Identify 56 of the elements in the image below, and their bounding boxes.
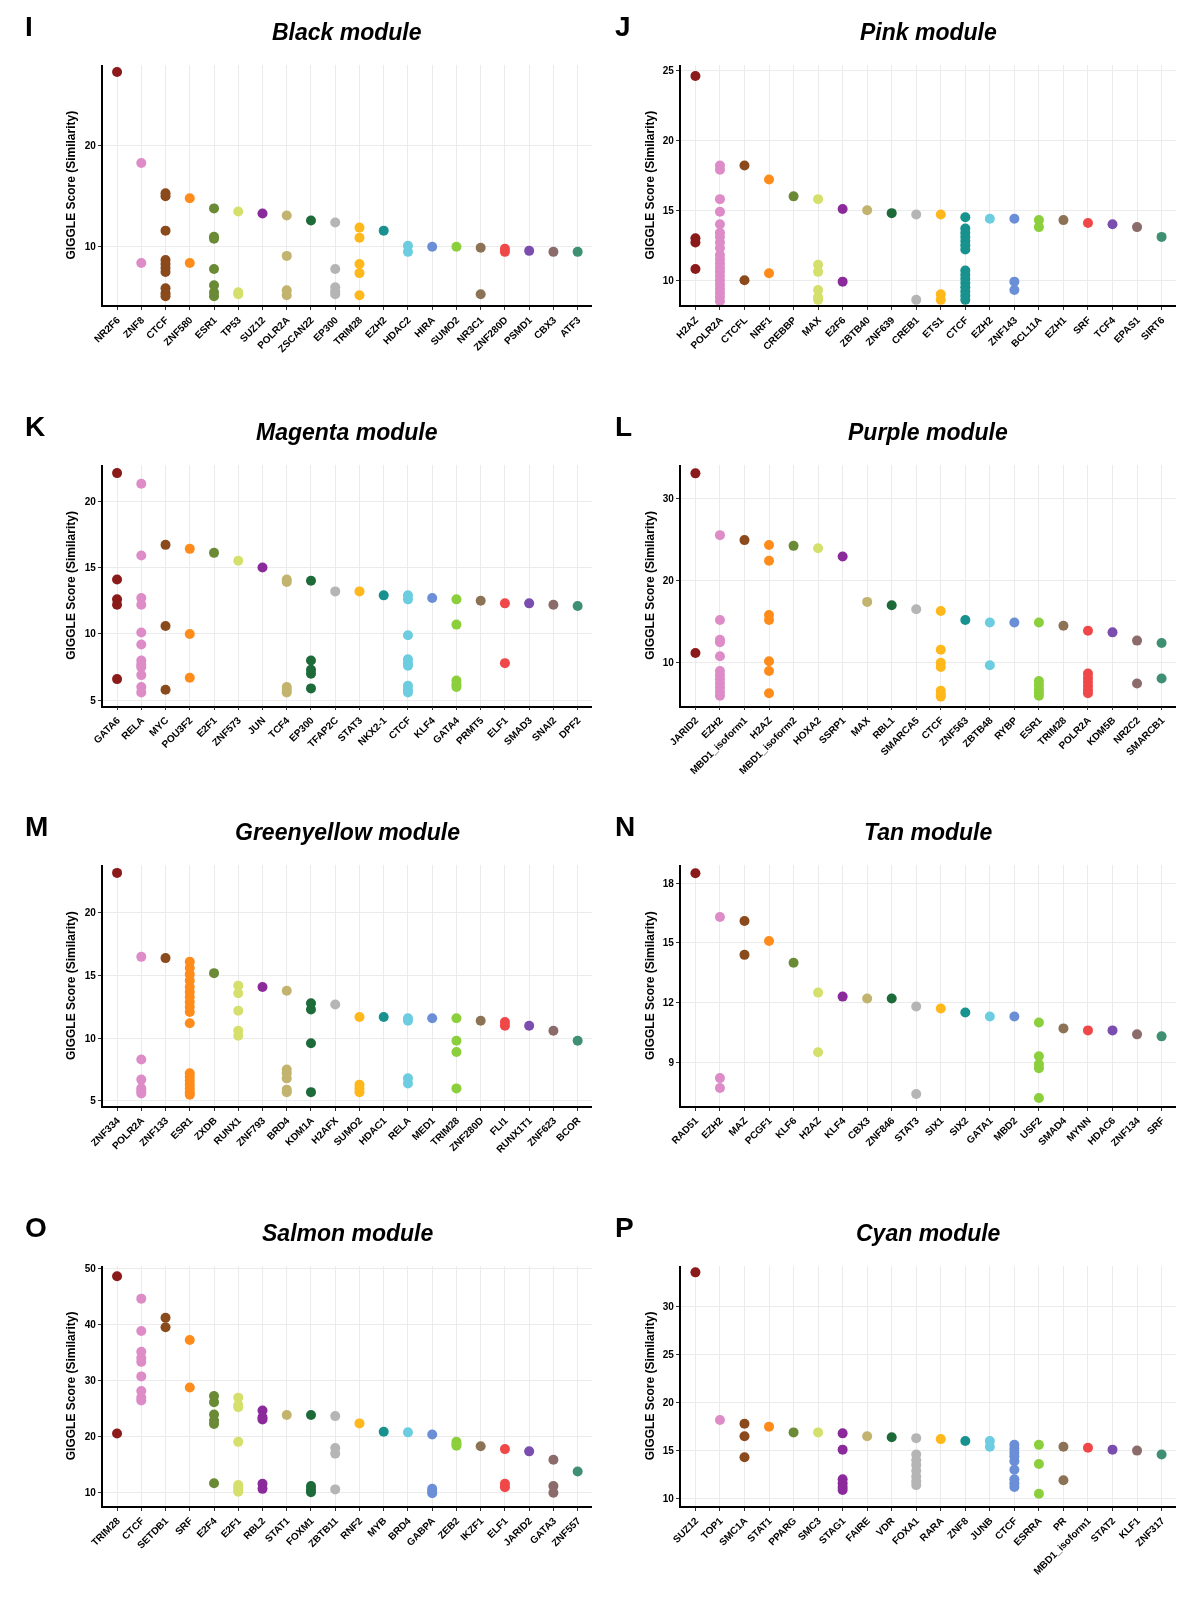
y-tick-label: 10 (662, 657, 675, 669)
y-tick-label: 20 (662, 1397, 675, 1409)
y-tick-label: 15 (662, 937, 675, 949)
y-tick-label: 10 (84, 1486, 97, 1498)
y-tick-label: 20 (84, 1430, 97, 1442)
y-axis-title: GIGGLE Score (Similarity) (64, 1311, 79, 1461)
chart-title: Tan module (864, 819, 993, 845)
y-axis-title: GIGGLE Score (Similarity) (642, 110, 657, 260)
y-tick-label: 30 (662, 492, 675, 504)
y-tick-label: 18 (662, 877, 675, 889)
y-tick-label: 5 (90, 694, 97, 706)
y-tick-label: 5 (90, 1095, 97, 1107)
y-tick-label: 15 (662, 1445, 675, 1457)
text: N (615, 811, 636, 842)
y-tick-label: 12 (662, 997, 675, 1009)
x-tick-label: SRF (1144, 1114, 1167, 1137)
y-tick-label: 25 (662, 64, 675, 76)
y-tick-label: 10 (84, 241, 97, 253)
y-axis-title: GIGGLE Score (Similarity) (64, 511, 79, 660)
y-tick-label: 10 (662, 274, 675, 286)
text: O (25, 1212, 47, 1243)
y-tick-label: 20 (662, 134, 675, 146)
y-tick-label: 30 (84, 1374, 97, 1386)
chart-title: Greenyellow module (235, 819, 461, 845)
y-tick-label: 30 (662, 1301, 675, 1313)
chart-title: Purple module (848, 419, 1008, 445)
y-axis-title: GIGGLE Score (Similarity) (642, 911, 657, 1061)
y-tick-label: 20 (84, 495, 97, 507)
y-tick-label: 25 (662, 1349, 675, 1361)
text: P (615, 1212, 634, 1243)
y-axis-title: GIGGLE Score (Similarity) (642, 1311, 657, 1461)
y-axis-title: GIGGLE Score (Similarity) (64, 911, 79, 1061)
y-tick-label: 15 (84, 970, 97, 982)
text: L (615, 411, 633, 442)
text: I (25, 11, 33, 42)
text: M (25, 811, 49, 842)
text: J (615, 11, 631, 42)
y-tick-label: 9 (668, 1056, 675, 1068)
y-tick-label: 10 (84, 628, 97, 640)
chart-title: Magenta module (256, 419, 438, 445)
chart-title: Pink module (860, 19, 997, 45)
y-tick-label: 15 (662, 204, 675, 216)
y-tick-label: 10 (662, 1493, 675, 1505)
text: K (25, 411, 46, 442)
y-tick-label: 20 (662, 574, 675, 586)
y-tick-label: 20 (84, 140, 97, 152)
chart-title: Cyan module (856, 1220, 1001, 1246)
chart-title: Black module (272, 19, 422, 45)
y-tick-label: 10 (84, 1032, 97, 1044)
chart-title: Salmon module (262, 1220, 434, 1246)
y-tick-label: 50 (84, 1262, 97, 1274)
y-tick-label: 20 (84, 907, 97, 919)
y-axis-title: GIGGLE Score (Similarity) (64, 110, 79, 260)
y-axis-title: GIGGLE Score (Similarity) (642, 511, 657, 660)
y-tick-label: 15 (84, 561, 97, 573)
y-tick-label: 40 (84, 1318, 97, 1330)
